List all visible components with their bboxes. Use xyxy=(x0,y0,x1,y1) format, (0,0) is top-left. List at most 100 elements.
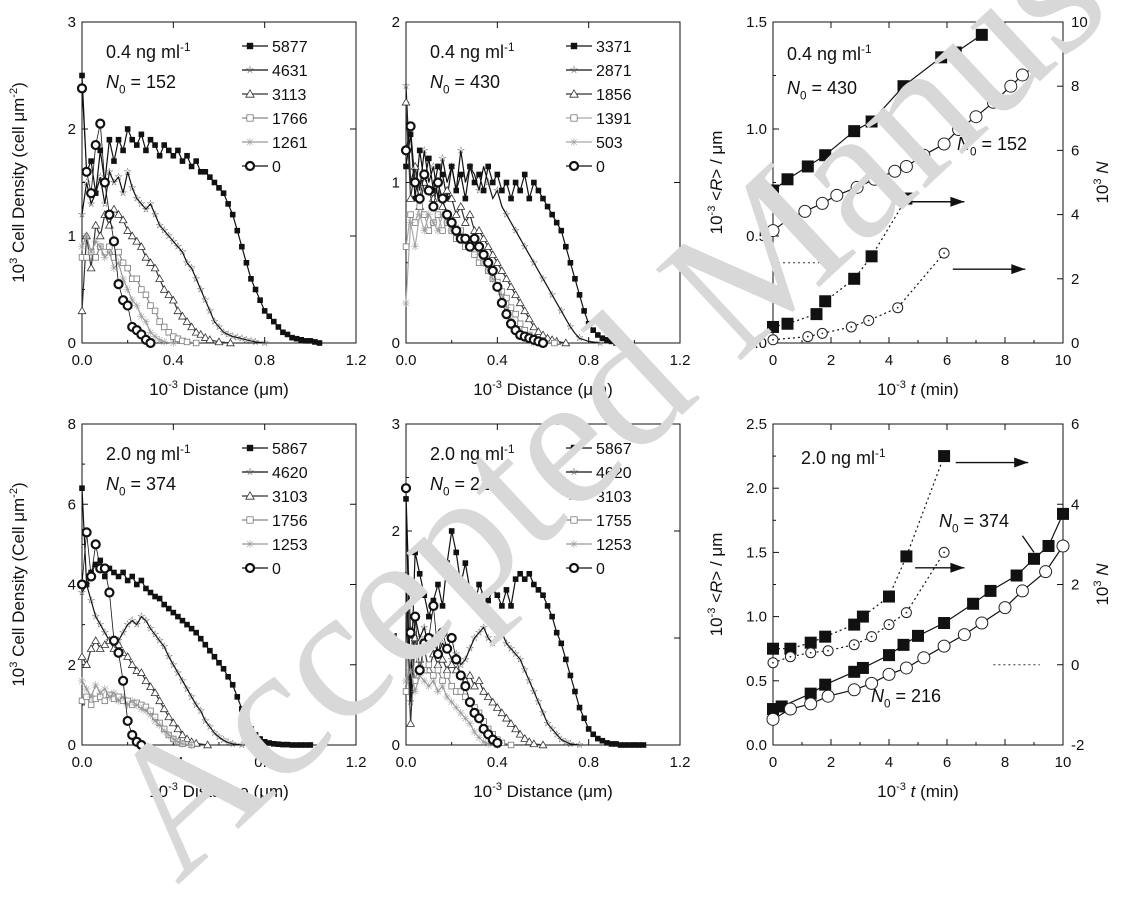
data-point xyxy=(937,639,951,653)
x-axis-label-part: -3 xyxy=(168,379,178,391)
data-point-dot xyxy=(789,655,792,658)
y-axis-label-part: < xyxy=(707,191,726,206)
legend-marker xyxy=(245,490,255,500)
data-point xyxy=(492,702,502,711)
y-axis-label-part: 10 xyxy=(9,264,28,283)
data-point xyxy=(599,335,606,341)
data-point xyxy=(521,171,528,178)
data-point xyxy=(485,163,491,170)
n0-label-430-part: 0 xyxy=(800,89,807,102)
x-axis-label-part: -3 xyxy=(896,379,906,391)
x-axis-label-part: μ xyxy=(583,380,593,399)
data-point xyxy=(410,177,421,188)
data-point xyxy=(115,248,122,256)
data-point xyxy=(480,592,487,598)
n0-label-part: = 216 xyxy=(450,474,501,494)
legend-marker: ☆ xyxy=(570,65,579,76)
data-point xyxy=(899,661,913,675)
data-point: ☆ xyxy=(119,628,128,639)
x-axis-label-part: μ xyxy=(583,782,593,801)
data-point xyxy=(298,742,304,748)
y-axis-label-part: R xyxy=(707,179,726,191)
data-point xyxy=(434,666,442,674)
data-point xyxy=(801,160,814,173)
data-point xyxy=(284,741,291,748)
series-0 xyxy=(400,483,503,748)
data-point xyxy=(164,290,174,299)
data-point: ☆ xyxy=(160,226,169,237)
y-tick-label: 6 xyxy=(68,496,76,513)
data-point: ☆ xyxy=(406,697,415,708)
legend-marker xyxy=(246,42,254,50)
data-point xyxy=(551,339,558,347)
x-tick-label: 0.8 xyxy=(578,352,599,369)
legend-marker xyxy=(570,42,578,50)
data-point xyxy=(494,171,501,178)
data-point: ✳ xyxy=(484,738,493,751)
legend-label: 4620 xyxy=(272,465,308,482)
series-1261: ✳✳✳✳✳✳✳✳✳✳✳✳✳✳✳✳✳✳✳ ✳ xyxy=(77,230,178,350)
data-point xyxy=(567,259,574,266)
data-point xyxy=(442,209,453,220)
data-point: ☆ xyxy=(173,242,182,253)
data-point xyxy=(416,571,423,577)
data-point: ☆ xyxy=(183,684,192,695)
data-point xyxy=(464,697,476,708)
data-point xyxy=(173,724,183,733)
data-point xyxy=(104,587,115,598)
data-point xyxy=(106,243,113,250)
y-axis-label-part: ) xyxy=(9,482,28,488)
data-point: ☆ xyxy=(141,616,150,627)
data-point xyxy=(405,121,416,132)
data-point xyxy=(165,329,172,336)
legend-marker xyxy=(246,114,254,122)
data-point xyxy=(563,243,569,250)
data-point: ✳ xyxy=(433,225,442,238)
legend-marker: ☆ xyxy=(246,65,255,76)
n0-label-374-part: = 374 xyxy=(959,511,1010,531)
concentration-label: 0.4 ng ml-1 xyxy=(787,43,871,64)
data-point xyxy=(917,148,931,162)
n0-label-430-part: N xyxy=(787,78,801,98)
series-line xyxy=(405,573,580,746)
x-tick-label: 0 xyxy=(769,352,777,369)
data-point xyxy=(488,250,498,258)
series-line xyxy=(772,252,945,341)
data-point xyxy=(196,329,206,338)
data-point xyxy=(410,161,420,170)
x-tick-label: 0.0 xyxy=(396,754,417,771)
data-point: ✳ xyxy=(488,273,497,286)
data-point xyxy=(104,220,114,229)
data-point xyxy=(146,258,155,266)
data-point xyxy=(252,286,259,293)
data-point: ☆ xyxy=(575,333,584,344)
data-point: ☆ xyxy=(561,737,570,748)
data-point xyxy=(430,672,437,679)
data-point xyxy=(492,737,503,748)
data-point xyxy=(76,579,88,590)
y2-axis-label-part: 3 xyxy=(1092,580,1104,586)
data-point xyxy=(508,195,514,202)
x-tick-label: 2 xyxy=(827,754,835,771)
data-point xyxy=(142,703,150,711)
legend-marker xyxy=(570,516,578,524)
data-point: ✳ xyxy=(77,675,86,688)
data-point xyxy=(414,664,425,676)
data-point xyxy=(129,573,136,580)
data-point xyxy=(483,257,494,268)
data-point-dot xyxy=(905,611,908,614)
data-point: ✳ xyxy=(160,336,169,349)
legend-label: 5867 xyxy=(596,441,632,458)
x-axis-label-part: 10 xyxy=(149,782,168,801)
data-point: ✳ xyxy=(128,294,137,307)
data-point xyxy=(229,211,236,218)
y2-tick-label: 10 xyxy=(1071,14,1088,31)
data-point-dot xyxy=(870,635,873,638)
data-point xyxy=(400,145,412,156)
y2-tick-label: 6 xyxy=(1071,142,1079,159)
x-axis-label-part: m) xyxy=(269,380,289,399)
data-point xyxy=(302,338,309,344)
y-axis-label-part: -2 xyxy=(8,88,20,98)
data-point xyxy=(416,203,423,210)
x-tick-label: 4 xyxy=(885,754,893,771)
